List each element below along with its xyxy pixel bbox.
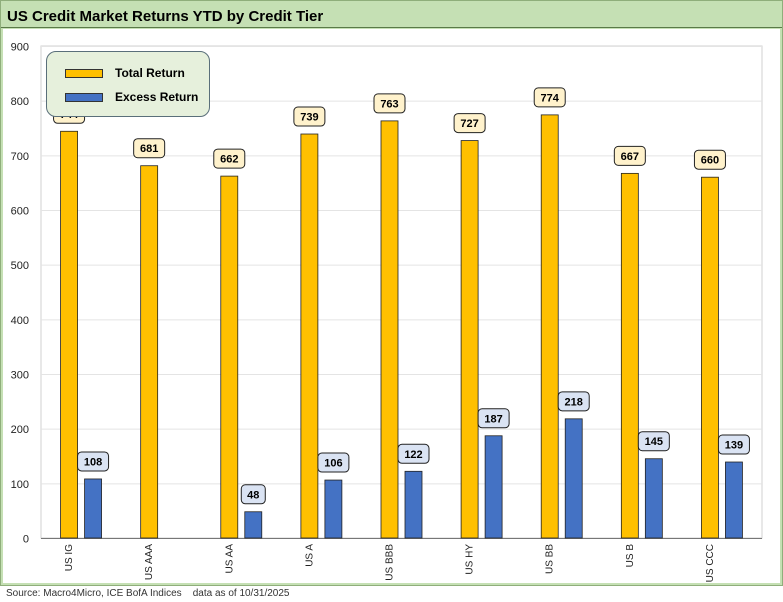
data-label: 660: [701, 155, 719, 167]
bar: [244, 511, 263, 539]
y-tick-label: 0: [23, 534, 29, 546]
data-label: 106: [324, 458, 342, 470]
legend-label-total-return: Total Return: [115, 66, 185, 80]
data-label-box: [293, 106, 326, 127]
x-tick-label: US HY: [465, 544, 476, 575]
bar: [84, 478, 102, 539]
data-label-box: [77, 451, 110, 472]
y-tick-label: 900: [11, 42, 29, 54]
legend-swatch-total-return: [65, 68, 103, 78]
bar: [404, 470, 423, 539]
data-label: 48: [247, 489, 259, 501]
data-label-box: [397, 443, 430, 464]
bar: [460, 140, 479, 539]
data-label-box: [557, 391, 590, 412]
y-tick-label: 200: [11, 424, 29, 436]
data-label-box: [613, 145, 646, 166]
data-label-box: [133, 138, 166, 159]
data-label: 763: [380, 98, 398, 110]
bar: [60, 130, 78, 539]
y-tick-label: 800: [11, 96, 29, 108]
legend-item-excess-return: Excess Return: [65, 90, 198, 104]
data-label-box: [213, 148, 246, 169]
data-label: 739: [300, 112, 318, 124]
x-tick-label: US IG: [64, 544, 75, 571]
y-tick-label: 400: [11, 315, 29, 327]
bar: [620, 172, 639, 539]
chart-title: US Credit Market Returns YTD by Credit T…: [7, 8, 324, 25]
bar: [540, 114, 559, 539]
y-tick-label: 500: [11, 260, 29, 272]
legend-item-total-return: Total Return: [65, 66, 185, 80]
data-label-box: [317, 452, 350, 473]
data-label-box: [637, 431, 670, 452]
source-note: Source: Macro4Micro, ICE BofA Indices da…: [6, 588, 290, 599]
data-label: 218: [565, 396, 583, 408]
bar: [300, 133, 319, 539]
bar: [380, 120, 399, 539]
y-tick-label: 600: [11, 206, 29, 218]
bar: [484, 435, 503, 539]
data-label: 681: [140, 143, 158, 155]
bar: [725, 461, 743, 539]
bar: [324, 479, 343, 539]
data-label-box: [373, 93, 406, 114]
x-tick-label: US A: [304, 544, 315, 567]
data-label: 662: [220, 154, 238, 166]
legend-label-excess-return: Excess Return: [115, 90, 199, 104]
data-label: 139: [725, 440, 743, 452]
bar: [140, 165, 159, 539]
data-label-box: [477, 408, 510, 429]
data-label-box: [533, 87, 566, 108]
chart-legend: Total Return Excess Return: [46, 51, 210, 117]
data-label-box: [240, 484, 266, 505]
bar: [220, 175, 239, 539]
x-tick-label: US AA: [224, 544, 235, 574]
x-tick-label: US B: [625, 544, 636, 568]
data-label-box: [453, 113, 486, 134]
y-tick-label: 700: [11, 151, 29, 163]
data-label: 108: [84, 456, 102, 468]
y-tick-label: 100: [11, 479, 29, 491]
x-tick-label: US AAA: [144, 544, 155, 580]
data-label-box: [717, 434, 750, 455]
data-label: 122: [404, 449, 422, 461]
y-tick-label: 300: [11, 370, 29, 382]
bar: [701, 176, 719, 539]
legend-swatch-excess-return: [65, 92, 103, 102]
data-label: 145: [645, 436, 663, 448]
x-tick-label: US BB: [545, 544, 556, 574]
title-divider: [1, 27, 782, 28]
bar: [644, 458, 663, 539]
x-tick-label: US BBB: [385, 544, 396, 581]
bar: [564, 418, 583, 539]
x-tick-label: US CCC: [705, 544, 716, 582]
data-label-box: [693, 149, 726, 170]
data-label: 727: [460, 118, 478, 130]
data-label: 774: [541, 92, 560, 104]
data-label: 187: [484, 413, 502, 425]
data-label: 667: [621, 151, 639, 163]
